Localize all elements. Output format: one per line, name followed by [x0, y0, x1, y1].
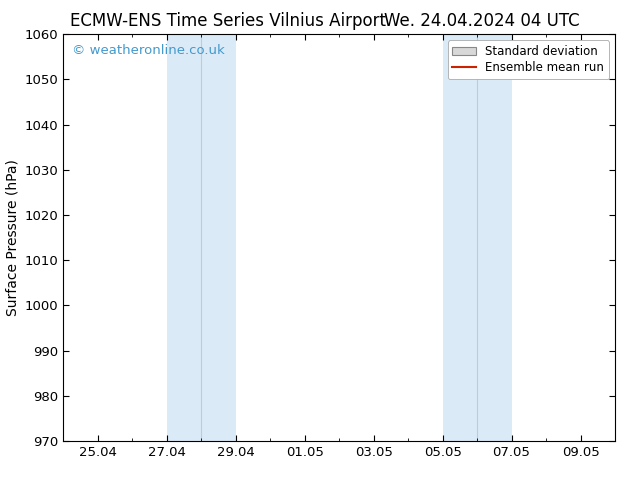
Text: ECMW-ENS Time Series Vilnius Airport: ECMW-ENS Time Series Vilnius Airport: [70, 12, 386, 30]
Legend: Standard deviation, Ensemble mean run: Standard deviation, Ensemble mean run: [448, 40, 609, 79]
Y-axis label: Surface Pressure (hPa): Surface Pressure (hPa): [5, 159, 19, 316]
Bar: [443, 34, 512, 441]
Text: We. 24.04.2024 04 UTC: We. 24.04.2024 04 UTC: [384, 12, 579, 30]
Bar: [167, 34, 236, 441]
Text: © weatheronline.co.uk: © weatheronline.co.uk: [72, 45, 224, 57]
